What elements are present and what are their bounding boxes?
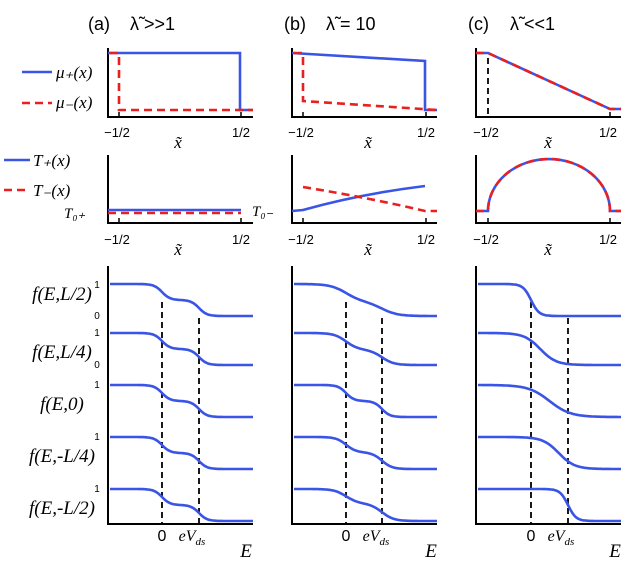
f-panel-c: [475, 266, 621, 525]
panel-b-lambda: λ̃ = 10: [326, 14, 376, 34]
mu-a-minus-curve: [110, 51, 253, 112]
T-c-minus-curve: [476, 157, 621, 213]
f-a-tick-1-row0: 1: [94, 280, 100, 291]
f-curve-c-row2: [478, 383, 621, 419]
T-c-xlabel: x̃: [543, 240, 552, 259]
f-curve-a-row3: [110, 435, 253, 471]
f-a-tick-1-row1: 1: [94, 328, 100, 339]
f-curve-c-row4: [478, 487, 621, 523]
f-curve-b-row1: [294, 331, 437, 367]
f-curve-a-row4: [110, 487, 253, 523]
f-curve-a-row2: [110, 383, 253, 419]
T-b-minus-curve: [302, 185, 437, 213]
f-label-L2: f(E,L/2): [32, 284, 92, 305]
mu-c-xtick-right: 1/2: [599, 125, 617, 140]
f-label-0: f(E,0): [40, 394, 84, 415]
f-c-bias-label: eVds: [548, 528, 575, 548]
panel-a-tag: (a): [88, 14, 110, 34]
mu-a-xtick-right: 1/2: [232, 125, 250, 140]
panel-c-lambda: λ̃ <<1: [510, 14, 555, 34]
f-label-mL4: f(E,-L/4): [29, 446, 95, 467]
T-b-plus-curve: [291, 184, 426, 213]
mu-panel-b: −1/2 1/2 x̃: [288, 48, 438, 152]
mu-b-xlabel: x̃: [363, 133, 372, 152]
mu-a-axes: [107, 48, 253, 118]
T-panel-b: −1/2 1/2 x̃: [288, 155, 437, 259]
f-a-tick-1-row4: 1: [94, 484, 100, 495]
mu-b-minus-curve: [294, 51, 438, 112]
f-c-axes: [475, 266, 621, 525]
mu-c-axes: [475, 48, 621, 118]
f-a-zero-label: 0: [158, 528, 167, 545]
mu-panel-c: −1/2 1/2 x̃: [473, 48, 621, 152]
T0-minus-label: T₀₋: [252, 204, 274, 220]
T-panel-a: T₀₊ T₀₋ −1/2 1/2 x̃: [64, 155, 274, 259]
f-curve-c-row0: [478, 282, 621, 318]
mu-a-xlabel: x̃: [173, 133, 182, 152]
f-curve-a-row1: [110, 331, 253, 367]
T-c-axes: [475, 155, 621, 224]
f-label-L4: f(E,L/4): [32, 342, 92, 363]
f-a-E-label: E: [239, 541, 252, 562]
f-curve-c-row3: [478, 435, 621, 471]
T-b-xlabel: x̃: [363, 240, 372, 259]
f-a-axes: [107, 266, 253, 525]
f-curve-c-row1: [478, 331, 621, 367]
legend-mu-plus-label: μ₊(x): [55, 63, 93, 82]
T-a-axes: [107, 155, 253, 224]
mu-c-xlabel: x̃: [543, 133, 552, 152]
mu-a-xtick-left: −1/2: [104, 125, 130, 140]
f-a-tick-1-row3: 1: [94, 432, 100, 443]
f-a-curves: [110, 282, 253, 523]
mu-b-xtick-right: 1/2: [417, 125, 435, 140]
mu-b-xtick-left: −1/2: [288, 125, 314, 140]
f-curve-a-row0: [110, 282, 253, 318]
T-c-xtick-right: 1/2: [599, 232, 617, 247]
f-a-ticks: 1 0 1 0 1 1 1: [94, 280, 100, 495]
f-b-E-label: E: [424, 541, 437, 562]
f-a-tick-0-row1: 0: [94, 360, 100, 371]
T-b-xtick-left: −1/2: [288, 232, 314, 247]
T-a-xtick-left: −1/2: [104, 232, 130, 247]
mu-c-xtick-left: −1/2: [473, 125, 499, 140]
f-curve-b-row2: [294, 383, 437, 419]
f-c-curves: [478, 282, 621, 523]
T-b-axes: [291, 155, 437, 224]
T-a-xtick-right: 1/2: [232, 232, 250, 247]
T-panel-c: −1/2 1/2 x̃: [473, 155, 621, 259]
f-curve-b-row3: [294, 435, 437, 471]
T-b-xtick-right: 1/2: [417, 232, 435, 247]
f-a-tick-0-row0: 0: [94, 311, 100, 322]
mu-b-axes: [291, 48, 437, 118]
f-a-tick-1-row2: 1: [94, 380, 100, 391]
f-b-axes: [291, 266, 437, 525]
T-c-xtick-left: −1/2: [473, 232, 499, 247]
f-a-bias-label: eVds: [179, 528, 206, 548]
f-b-curves: [294, 282, 437, 523]
f-c-E-label: E: [608, 541, 621, 562]
mu-c-minus-curve: [476, 51, 621, 111]
f-curve-b-row4: [294, 487, 437, 523]
legend-T-minus-label: T₋(x): [33, 181, 71, 200]
f-c-zero-label: 0: [527, 528, 536, 545]
panel-c-tag: (c): [468, 14, 489, 34]
mu-a-plus-curve: [108, 51, 253, 112]
panel-b-tag: (b): [284, 14, 306, 34]
f-b-bias-label: eVds: [363, 528, 390, 548]
legend-mu-minus-label: μ₋(x): [55, 93, 93, 112]
T0-plus-label: T₀₊: [64, 206, 86, 222]
panel-a-lambda: λ̃ >>1: [130, 14, 175, 34]
mu-panel-a: −1/2 1/2 x̃: [104, 48, 253, 152]
f-panel-a: 1 0 1 0 1 1 1: [94, 266, 253, 525]
T-a-xlabel: x̃: [173, 240, 182, 259]
f-curve-b-row0: [294, 282, 437, 318]
f-panel-b: [291, 266, 437, 525]
f-label-mL2: f(E,-L/2): [29, 498, 95, 519]
legend-T-plus-label: T₊(x): [33, 151, 71, 170]
f-b-zero-label: 0: [342, 528, 351, 545]
